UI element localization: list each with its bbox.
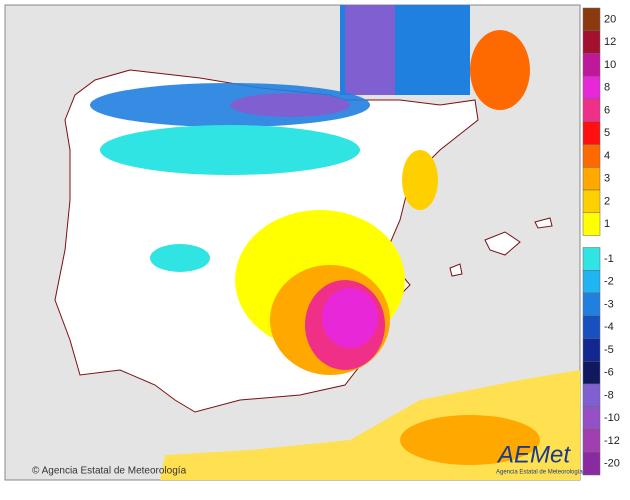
legend-label: 20 bbox=[604, 13, 616, 25]
legend-swatch bbox=[582, 98, 601, 122]
legend-swatch bbox=[582, 338, 601, 362]
legend-swatch bbox=[582, 270, 601, 294]
legend-label: -4 bbox=[604, 321, 614, 333]
legend-label: 6 bbox=[604, 104, 610, 116]
logo-subtitle: Agencia Estatal de Meteorología bbox=[496, 470, 583, 476]
legend-swatch bbox=[582, 121, 601, 145]
island bbox=[449, 263, 463, 277]
anomaly-area bbox=[345, 5, 395, 95]
anomaly-area bbox=[322, 288, 378, 348]
legend-label: -8 bbox=[604, 389, 614, 401]
legend-label: 8 bbox=[604, 82, 610, 94]
legend-label: 4 bbox=[604, 150, 610, 162]
legend-label: -12 bbox=[604, 435, 620, 447]
legend-swatch bbox=[582, 292, 601, 316]
anomaly-area bbox=[150, 244, 210, 272]
anomaly-area bbox=[400, 415, 540, 465]
legend-swatch bbox=[582, 315, 601, 339]
legend-label: 1 bbox=[604, 218, 610, 230]
island bbox=[534, 217, 553, 229]
anomaly-area bbox=[470, 30, 530, 110]
legend-label: 2 bbox=[604, 195, 610, 207]
legend-swatch bbox=[582, 361, 601, 385]
legend-swatch bbox=[582, 76, 601, 100]
legend-swatch bbox=[582, 7, 601, 31]
legend-label: -3 bbox=[604, 298, 614, 310]
legend-swatch bbox=[582, 144, 601, 168]
legend-swatch bbox=[582, 452, 601, 476]
legend-label: -10 bbox=[604, 412, 620, 424]
legend-swatch bbox=[582, 406, 601, 430]
legend-swatch bbox=[582, 247, 601, 271]
legend-swatch bbox=[582, 53, 601, 77]
legend-swatch bbox=[582, 429, 601, 453]
legend-label: 12 bbox=[604, 36, 616, 48]
legend-label: 3 bbox=[604, 173, 610, 185]
anomaly-area bbox=[100, 125, 360, 175]
legend: 20 12 10 8 6 5 4 3 2 1 -1 -2 -3 -4 -5 -6 -8 -10 -12 -20 bbox=[582, 7, 620, 476]
legend-swatch bbox=[582, 189, 601, 213]
legend-label: 10 bbox=[604, 59, 616, 71]
copyright: © Agencia Estatal de Meteorología bbox=[32, 466, 187, 477]
logo: AEMet bbox=[496, 441, 571, 468]
legend-label: -6 bbox=[604, 367, 614, 379]
legend-label: -2 bbox=[604, 276, 614, 288]
legend-label: -5 bbox=[604, 344, 614, 356]
legend-swatch bbox=[582, 167, 601, 191]
legend-label: -1 bbox=[604, 253, 614, 265]
anomaly-area bbox=[230, 93, 350, 117]
legend-swatch bbox=[582, 212, 601, 236]
legend-swatch bbox=[582, 383, 601, 407]
legend-swatch bbox=[582, 30, 601, 54]
legend-label: -20 bbox=[604, 458, 620, 470]
anomaly-area bbox=[402, 150, 438, 210]
island bbox=[484, 231, 521, 256]
legend-label: 5 bbox=[604, 127, 610, 139]
